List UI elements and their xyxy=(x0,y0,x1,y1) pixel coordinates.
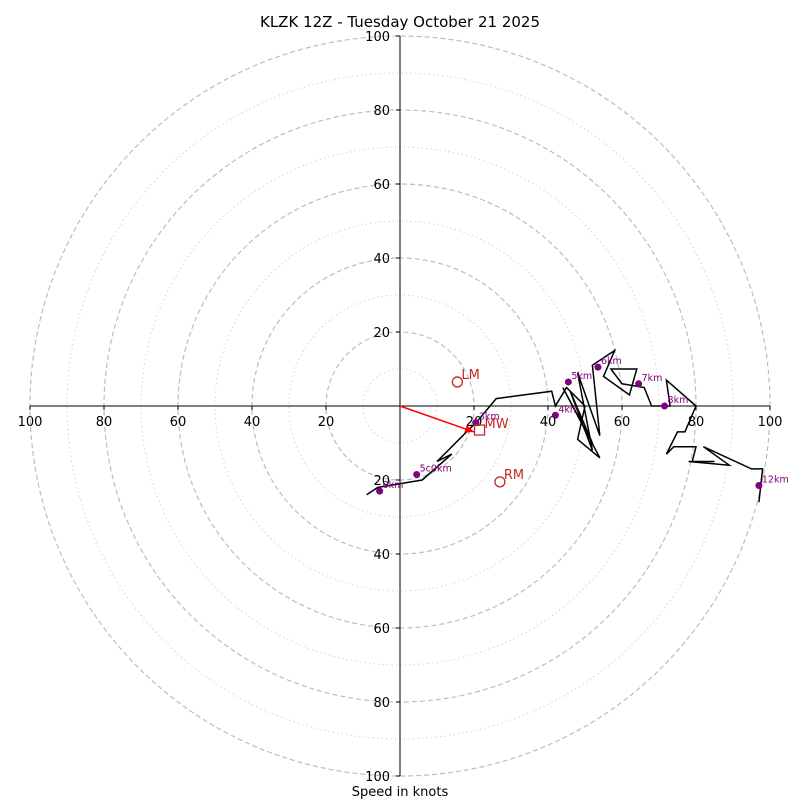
height-marker-label: 8km xyxy=(668,395,689,406)
y-tick-label: 100 xyxy=(365,770,390,785)
x-tick-label: 80 xyxy=(96,415,113,430)
hodograph-trace-group xyxy=(366,348,764,503)
x-tick-label: 60 xyxy=(614,415,631,430)
tick-labels: 1008060402020406080100100806040202040608… xyxy=(18,30,783,785)
height-marker-dot xyxy=(755,482,763,490)
storm-motion-label: LM xyxy=(461,368,479,383)
height-marker-dot xyxy=(376,487,384,495)
hodograph-trace xyxy=(366,348,764,503)
storm-motion-circle xyxy=(451,376,464,388)
y-tick-label: 80 xyxy=(373,104,390,119)
mean-wind-label: MW xyxy=(485,417,509,432)
height-marker-dot xyxy=(594,363,602,371)
y-tick-label: 80 xyxy=(373,696,390,711)
height-marker-label: 7km xyxy=(642,373,663,384)
x-tick-label: 20 xyxy=(318,415,335,430)
y-tick-label: 20 xyxy=(373,474,390,489)
storm-motion-markers: LM RM MW xyxy=(451,368,524,488)
y-tick-label: 20 xyxy=(373,326,390,341)
y-tick-label: 40 xyxy=(373,252,390,267)
height-markers: 0km 5c0km 3km 4km 5km 6km 7km 8km 12km xyxy=(376,356,789,495)
y-tick-label: 60 xyxy=(373,178,390,193)
height-marker-label: 3km xyxy=(479,412,500,423)
y-tick-label: 60 xyxy=(373,622,390,637)
height-marker-dot xyxy=(661,402,669,410)
storm-motion-circle xyxy=(494,476,506,488)
x-tick-label: 40 xyxy=(244,415,261,430)
x-tick-label: 100 xyxy=(758,415,783,430)
height-marker-label: 6km xyxy=(601,356,622,367)
x-tick-label: 80 xyxy=(688,415,705,430)
height-marker-dot xyxy=(551,411,559,419)
shear-vector-arrowhead xyxy=(464,425,474,433)
x-tick-label: 40 xyxy=(540,415,557,430)
height-marker-dot xyxy=(635,380,643,388)
storm-motion-label: RM xyxy=(504,468,524,483)
y-tick-label: 100 xyxy=(365,30,390,45)
height-marker-label: 4km xyxy=(558,404,579,415)
x-tick-label: 100 xyxy=(18,415,43,430)
chart-title: KLZK 12Z - Tuesday October 21 2025 xyxy=(260,13,540,31)
shear-vector-line xyxy=(399,405,475,433)
height-marker-label: 0km xyxy=(383,480,404,491)
height-marker-label: 5km xyxy=(571,371,592,382)
height-marker-dot xyxy=(564,378,572,386)
height-marker-label: 12km xyxy=(762,475,789,486)
x-axis-label: Speed in knots xyxy=(352,785,449,800)
height-marker-label: 5c0km xyxy=(420,463,452,474)
mean-wind-square xyxy=(473,424,486,436)
height-marker-dot xyxy=(413,470,421,478)
x-tick-label: 60 xyxy=(170,415,187,430)
y-tick-label: 40 xyxy=(373,548,390,563)
